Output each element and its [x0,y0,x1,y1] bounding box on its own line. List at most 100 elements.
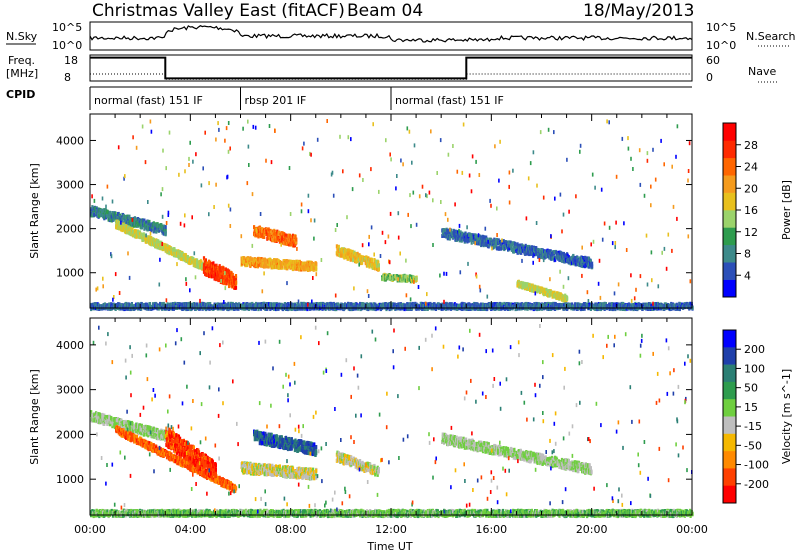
cpid-label: CPID [6,88,35,101]
data-cell [375,259,378,264]
data-cell [315,262,318,267]
data-cell [246,262,249,267]
data-cell [463,303,466,307]
data-cell [337,248,340,253]
data-cell [423,306,426,311]
data-cell [256,226,259,231]
plot-title: Christmas Valley East (fitACF) [92,1,345,21]
data-cell [108,213,111,218]
data-cell [463,233,466,238]
data-cell [276,262,280,267]
data-cell [222,277,226,282]
data-cell [285,259,288,263]
data-cell [482,239,485,244]
data-cell [212,261,215,266]
data-cell [458,234,461,239]
data-cell [143,225,147,230]
data-cell [286,302,290,306]
data-cell [213,276,216,281]
data-cell [198,302,201,307]
data-cell [450,302,453,307]
data-cell [591,264,594,269]
data-cell [282,303,285,308]
data-cell [160,240,163,245]
data-cell [335,244,338,249]
data-cell [117,214,120,219]
data-cell [162,231,165,236]
data-cell [391,277,394,282]
data-cell [374,266,377,270]
data-cell [589,259,592,264]
data-cell [131,221,134,226]
data-cell [300,301,303,306]
data-cell [340,247,343,252]
data-cell [492,240,495,244]
data-cell [136,220,139,224]
data-cell [496,246,499,251]
data-cell [142,232,145,237]
data-cell [346,251,349,256]
data-cell [257,263,260,268]
nsearch-tick-top: 10^5 [706,21,736,34]
data-cell [464,231,467,236]
data-cell [208,306,211,311]
data-cell [226,306,229,311]
data-cell [360,302,364,306]
data-cell [207,259,211,264]
freq-panel-frame [89,54,693,82]
data-cell [402,274,405,279]
data-cell [505,245,508,250]
data-cell [164,225,167,230]
data-cell [187,305,190,310]
data-cell [159,244,162,249]
data-cell [543,255,546,260]
data-cell [219,266,222,271]
data-cell [455,303,458,308]
data-cell [295,259,298,264]
data-cell [266,232,269,237]
data-cell [293,239,296,244]
data-cell [133,216,137,221]
data-cell [351,254,354,259]
data-cell [298,261,301,266]
data-cell [207,302,210,307]
data-cell [527,283,530,288]
data-cell [574,255,577,260]
data-cell [95,209,98,213]
data-cell [564,253,567,258]
data-cell [519,246,522,251]
data-cell [140,225,143,230]
data-cell [527,286,530,291]
data-cell [359,261,362,265]
data-cell [234,276,238,281]
data-cell [281,237,284,242]
data-cell [585,256,588,261]
data-cell [193,263,196,268]
data-cell [466,239,469,244]
data-cell [194,306,197,311]
data-cell [468,238,471,243]
data-cell [342,253,345,258]
data-cell [254,306,258,311]
data-cell [556,295,559,300]
data-cell [587,256,591,261]
data-cell [309,260,312,265]
data-cell [203,258,206,263]
data-cell [220,268,223,273]
data-cell [114,305,117,310]
data-cell [525,251,528,256]
data-cell [242,302,245,307]
data-cell [553,290,556,295]
data-cell [277,258,280,263]
data-cell [204,272,207,277]
data-cell [461,232,464,237]
data-cell [295,240,298,244]
data-cell [122,227,125,232]
data-cell [524,243,527,248]
data-cell [148,302,152,306]
data-cell [364,257,367,261]
data-cell [137,230,140,235]
data-cell [125,304,128,308]
data-cell [425,304,428,309]
data-cell [497,241,500,246]
